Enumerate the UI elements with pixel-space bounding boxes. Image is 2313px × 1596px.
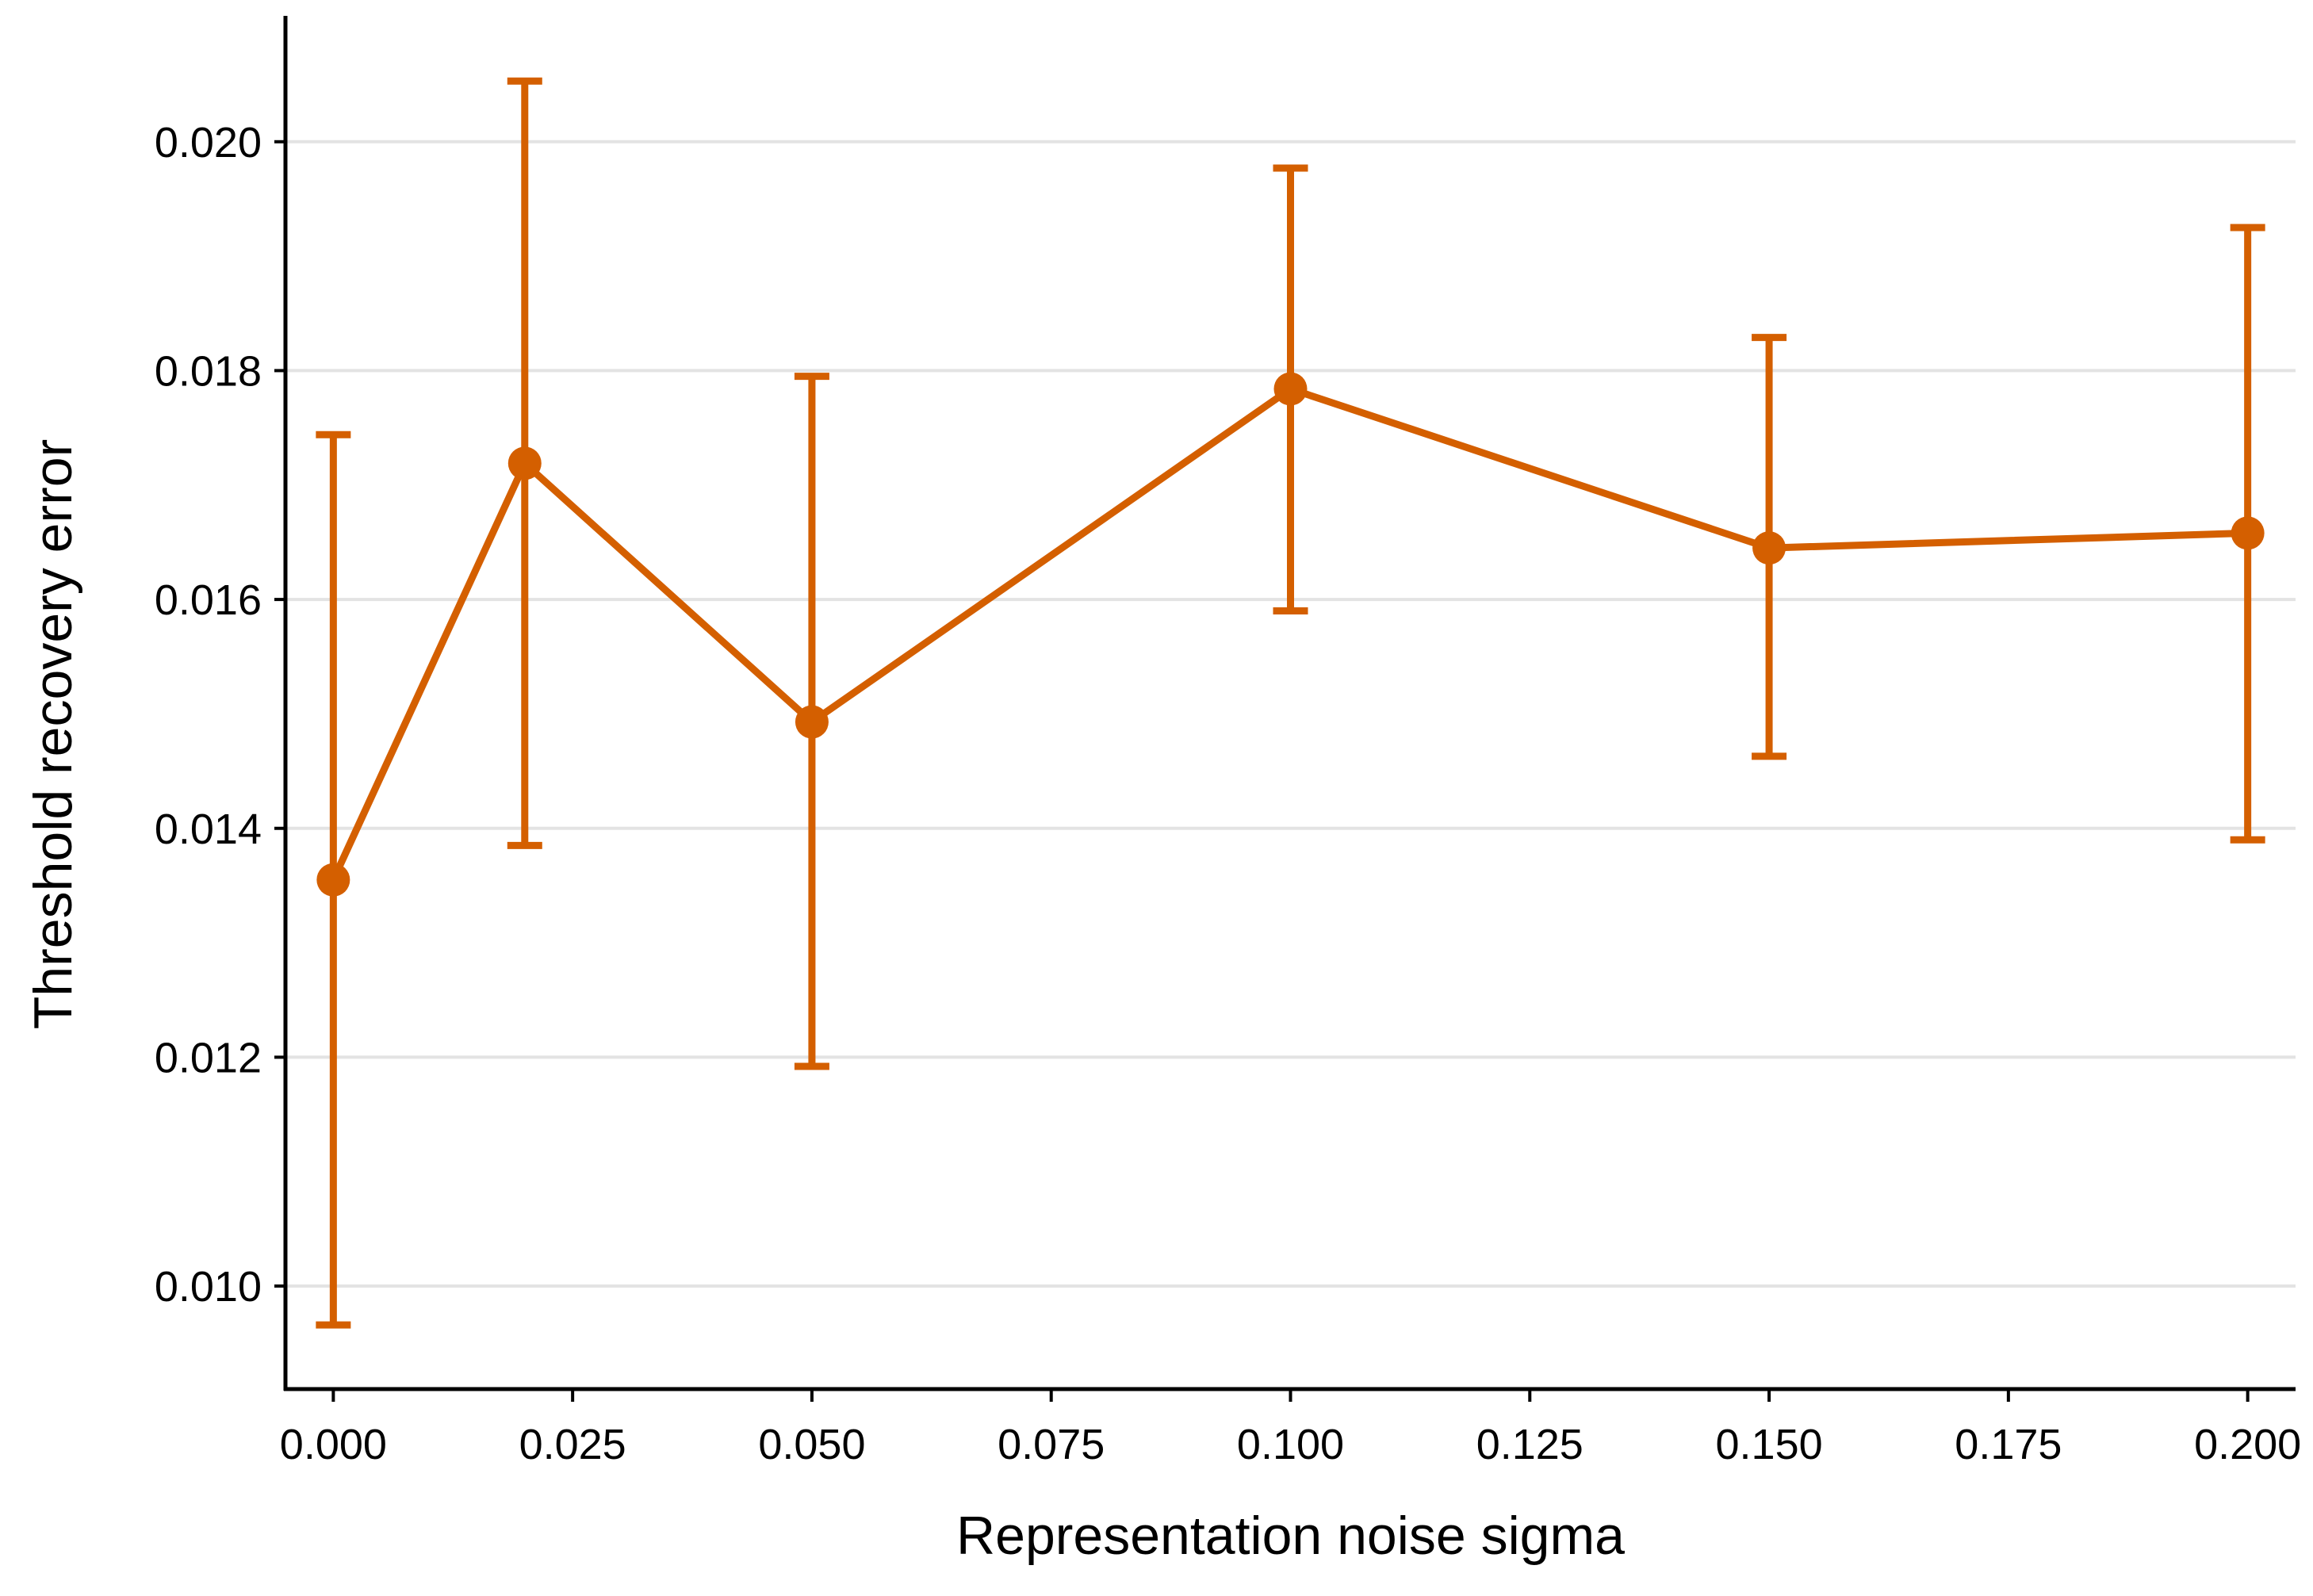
y-tick-label: 0.014 [155,806,262,853]
y-axis-title: Threshold recovery error [23,439,83,1029]
y-tick-label: 0.010 [155,1263,262,1311]
data-point [316,863,350,897]
data-point [795,705,829,739]
x-tick-label: 0.000 [280,1421,387,1468]
x-tick-label: 0.200 [2194,1421,2301,1468]
x-tick-label: 0.025 [519,1421,626,1468]
data-points [316,372,2265,897]
x-tick-label: 0.150 [1716,1421,1823,1468]
y-tick-label: 0.016 [155,576,262,624]
data-point [2231,516,2265,550]
series-line [330,385,2248,882]
data-point [1752,531,1786,565]
y-axis-ticks: 0.010 0.012 0.014 0.016 0.018 0.020 [155,119,285,1311]
data-point [1273,372,1308,406]
data-point [507,446,542,480]
series-line-group [330,385,2248,882]
y-tick-label: 0.020 [155,119,262,166]
x-tick-label: 0.050 [758,1421,865,1468]
y-tick-label: 0.018 [155,347,262,395]
x-tick-label: 0.175 [1955,1421,2062,1468]
x-tick-label: 0.100 [1237,1421,1344,1468]
error-bars [316,77,2265,1329]
x-tick-label: 0.075 [998,1421,1105,1468]
x-axis-ticks: 0.000 0.025 0.050 0.075 0.100 0.125 0.150 0.175… [280,1389,2301,1468]
x-tick-label: 0.125 [1476,1421,1583,1468]
y-tick-label: 0.012 [155,1034,262,1081]
x-axis-title: Representation noise sigma [956,1506,1625,1566]
